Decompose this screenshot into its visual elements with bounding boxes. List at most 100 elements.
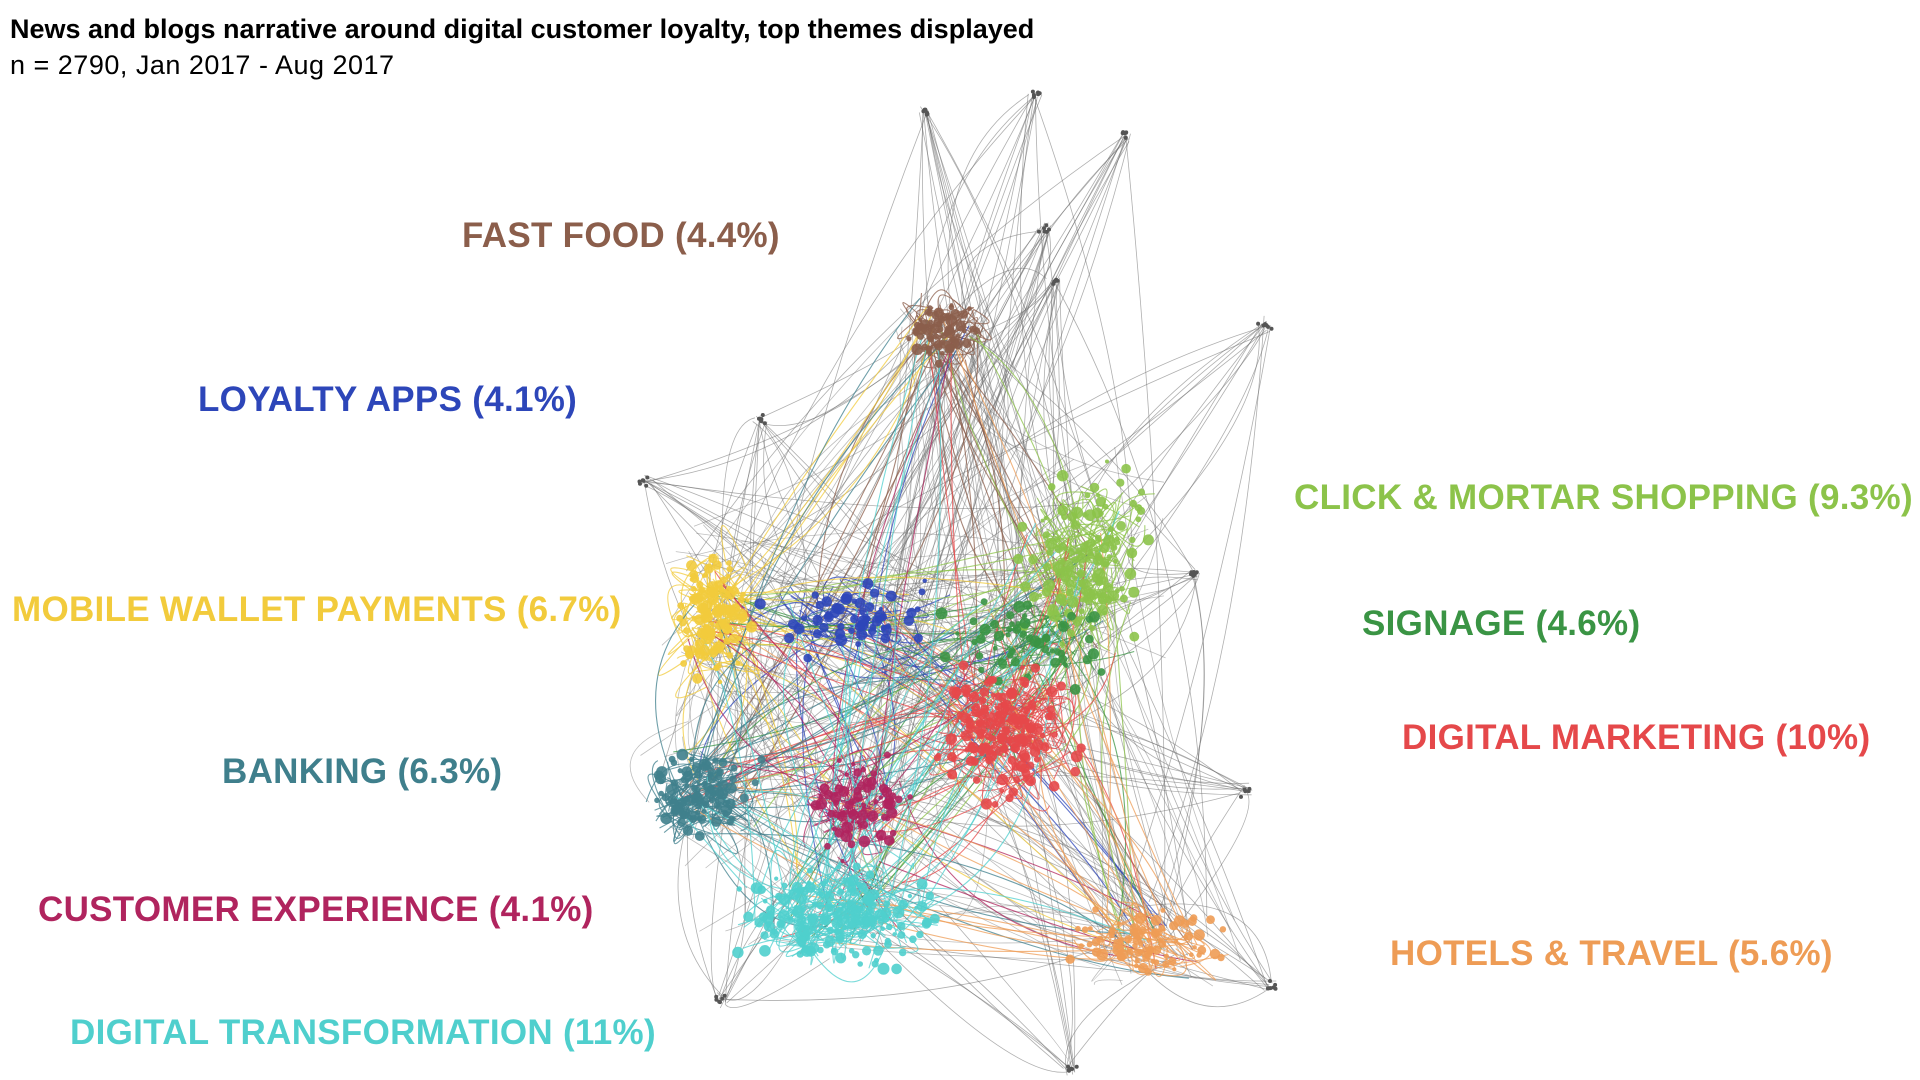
network-edge — [723, 662, 1265, 991]
network-node — [807, 914, 817, 924]
network-node — [1011, 762, 1021, 771]
network-node — [1078, 616, 1083, 621]
network-node — [1043, 579, 1056, 592]
network-node — [923, 107, 928, 112]
network-node — [1129, 499, 1137, 508]
network-node — [913, 633, 923, 643]
network-edge — [865, 338, 976, 764]
network-node — [952, 338, 964, 350]
network-node — [906, 607, 917, 618]
network-node — [880, 926, 885, 931]
network-node — [815, 798, 828, 810]
network-node — [940, 351, 945, 356]
network-node — [712, 757, 719, 764]
network-node — [922, 578, 927, 583]
network-node — [1190, 914, 1198, 922]
network-node — [996, 773, 1009, 786]
network-node — [723, 623, 731, 630]
network-edge — [821, 362, 943, 928]
network-edge — [914, 138, 1129, 591]
network-node — [860, 766, 867, 773]
network-node — [1051, 731, 1058, 738]
network-edge — [1001, 619, 1035, 648]
network-node — [835, 952, 847, 964]
network-node — [1083, 541, 1089, 547]
network-edge — [721, 352, 928, 604]
network-edge — [801, 911, 1158, 949]
network-node — [951, 686, 962, 697]
network-node — [1246, 789, 1251, 794]
network-node — [979, 687, 990, 697]
network-node — [1089, 482, 1100, 493]
network-node — [1044, 223, 1049, 228]
network-node — [984, 732, 993, 740]
network-edge — [919, 96, 1034, 325]
network-node — [1040, 518, 1045, 523]
network-node — [762, 898, 768, 904]
network-node — [1042, 531, 1050, 539]
network-node — [701, 573, 707, 578]
network-node — [1021, 613, 1028, 619]
network-edge — [702, 324, 935, 603]
network-node — [695, 802, 702, 810]
network-node — [1134, 948, 1143, 957]
network-edge — [1023, 231, 1060, 575]
network-node — [682, 825, 694, 836]
network-node — [694, 770, 703, 779]
network-edge — [1145, 940, 1186, 969]
network-node — [762, 421, 767, 426]
network-node — [857, 809, 868, 821]
network-edge — [686, 642, 722, 1002]
network-node — [878, 606, 883, 612]
network-edge — [918, 112, 1147, 960]
network-node — [953, 694, 960, 700]
network-node — [1091, 938, 1101, 947]
network-edge — [770, 849, 788, 921]
network-node — [1043, 562, 1052, 572]
network-edge — [823, 870, 866, 909]
network-node — [994, 705, 999, 710]
network-node — [918, 317, 923, 322]
network-edge — [1082, 323, 1268, 532]
network-edge — [1043, 279, 1068, 553]
network-node — [962, 328, 967, 334]
network-node — [717, 779, 729, 791]
network-node — [726, 565, 733, 573]
network-edge — [700, 321, 1267, 812]
network-node — [1029, 591, 1040, 602]
network-edge — [697, 798, 807, 921]
network-node — [1116, 948, 1129, 961]
network-node — [1114, 588, 1120, 594]
network-node — [921, 343, 929, 351]
network-node — [916, 901, 928, 912]
network-node — [702, 760, 712, 771]
network-edge — [713, 620, 803, 926]
network-node — [883, 900, 891, 907]
network-node — [1102, 503, 1109, 510]
network-node — [715, 644, 723, 651]
network-node — [1129, 536, 1136, 543]
network-node — [730, 764, 738, 772]
network-edge — [722, 585, 884, 775]
label-loyalty-apps: LOYALTY APPS (4.1%) — [198, 380, 578, 419]
network-node — [862, 888, 870, 895]
network-node — [1050, 657, 1061, 668]
network-edge — [880, 644, 1074, 1067]
network-node — [824, 903, 834, 913]
network-node — [691, 615, 697, 621]
network-node — [1129, 928, 1138, 937]
network-node — [1158, 925, 1166, 932]
network-node — [1029, 779, 1034, 784]
network-node — [829, 607, 841, 619]
network-node — [1192, 945, 1197, 950]
network-edge — [923, 626, 1051, 911]
network-edge — [844, 658, 902, 946]
network-node — [708, 553, 718, 564]
network-node — [726, 613, 732, 618]
network-node — [759, 945, 771, 957]
network-node — [691, 791, 703, 803]
network-node — [925, 891, 934, 900]
network-node — [723, 637, 731, 645]
network-node — [720, 996, 725, 1001]
network-node — [837, 914, 843, 920]
